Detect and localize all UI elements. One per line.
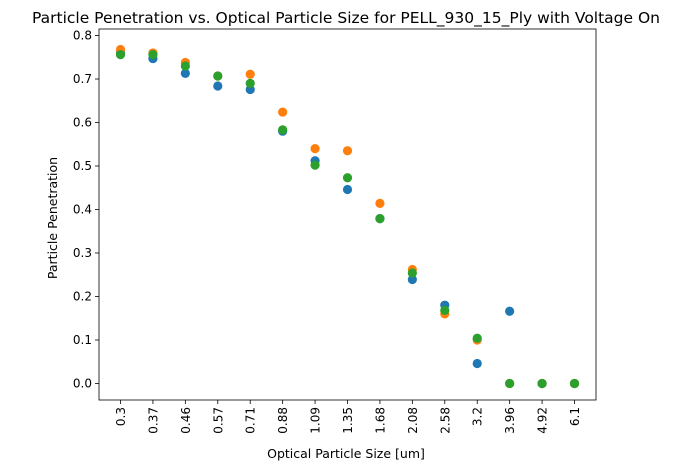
data-point-series-3 (115, 50, 126, 60)
x-tick-label: 0.46 (179, 407, 193, 434)
y-axis-ticks: 0.0 0.1 0.2 0.3 0.4 0.5 0.6 0.7 0.8 (73, 29, 99, 390)
data-point-series-3 (472, 333, 482, 343)
data-point-series-2 (342, 146, 353, 156)
data-point-series-1 (213, 81, 223, 91)
data-point-series-1 (505, 306, 515, 316)
data-point-series-2 (310, 144, 320, 154)
data-point-series-1 (342, 184, 353, 195)
x-tick-label: 1.68 (373, 407, 387, 434)
x-tick-label: 0.88 (276, 407, 290, 434)
x-tick-label: 2.08 (406, 407, 420, 434)
data-point-series-2 (278, 107, 288, 117)
data-points (115, 44, 580, 389)
y-axis-label: Particle Penetration (45, 157, 60, 279)
x-tick-label: 0.3 (114, 407, 128, 426)
x-tick-label: 0.57 (211, 407, 225, 434)
data-point-series-3 (310, 160, 320, 170)
data-point-series-3 (180, 61, 190, 71)
data-point-series-1 (472, 358, 482, 369)
x-tick-label: 3.96 (503, 407, 517, 434)
data-point-series-3 (569, 378, 580, 389)
data-point-series-3 (505, 378, 515, 389)
x-tick-label: 1.09 (309, 407, 323, 434)
y-tick-label: 0.3 (73, 246, 92, 260)
data-point-series-3 (342, 173, 353, 183)
x-tick-label: 1.35 (341, 407, 355, 434)
data-point-series-2 (375, 198, 385, 209)
y-tick-label: 0.2 (73, 289, 92, 303)
data-point-series-1 (407, 274, 417, 285)
y-tick-label: 0.7 (73, 72, 92, 86)
x-tick-label: 4.92 (536, 407, 550, 434)
data-point-series-2 (245, 69, 255, 79)
x-tick-label: 6.1 (568, 407, 582, 426)
y-tick-label: 0.4 (73, 202, 92, 216)
y-tick-label: 0.6 (73, 116, 92, 130)
data-point-series-3 (148, 50, 158, 60)
x-tick-label: 3.2 (471, 407, 485, 426)
y-tick-label: 0.5 (73, 159, 92, 173)
data-point-series-3 (245, 78, 255, 88)
x-axis-label: Optical Particle Size [um] (267, 446, 425, 461)
data-point-series-3 (407, 268, 417, 278)
x-axis-ticks: 0.3 0.37 0.46 0.57 0.71 0.88 1.09 1.35 1.68 2.08 2… (114, 400, 582, 434)
data-point-series-3 (375, 214, 385, 224)
x-tick-label: 0.37 (146, 407, 160, 434)
data-point-series-3 (213, 71, 223, 81)
data-point-series-1 (180, 68, 190, 78)
data-point-series-3 (440, 305, 450, 316)
x-tick-label: 0.71 (244, 407, 258, 434)
chart-title: Particle Penetration vs. Optical Particl… (32, 9, 660, 28)
plot-frame (98, 28, 597, 401)
y-tick-label: 0.1 (73, 333, 92, 347)
y-tick-label: 0.8 (73, 29, 92, 43)
data-point-series-3 (278, 125, 288, 135)
y-tick-label: 0.0 (73, 376, 92, 390)
x-tick-label: 2.58 (438, 407, 452, 434)
data-point-series-3 (537, 378, 547, 389)
